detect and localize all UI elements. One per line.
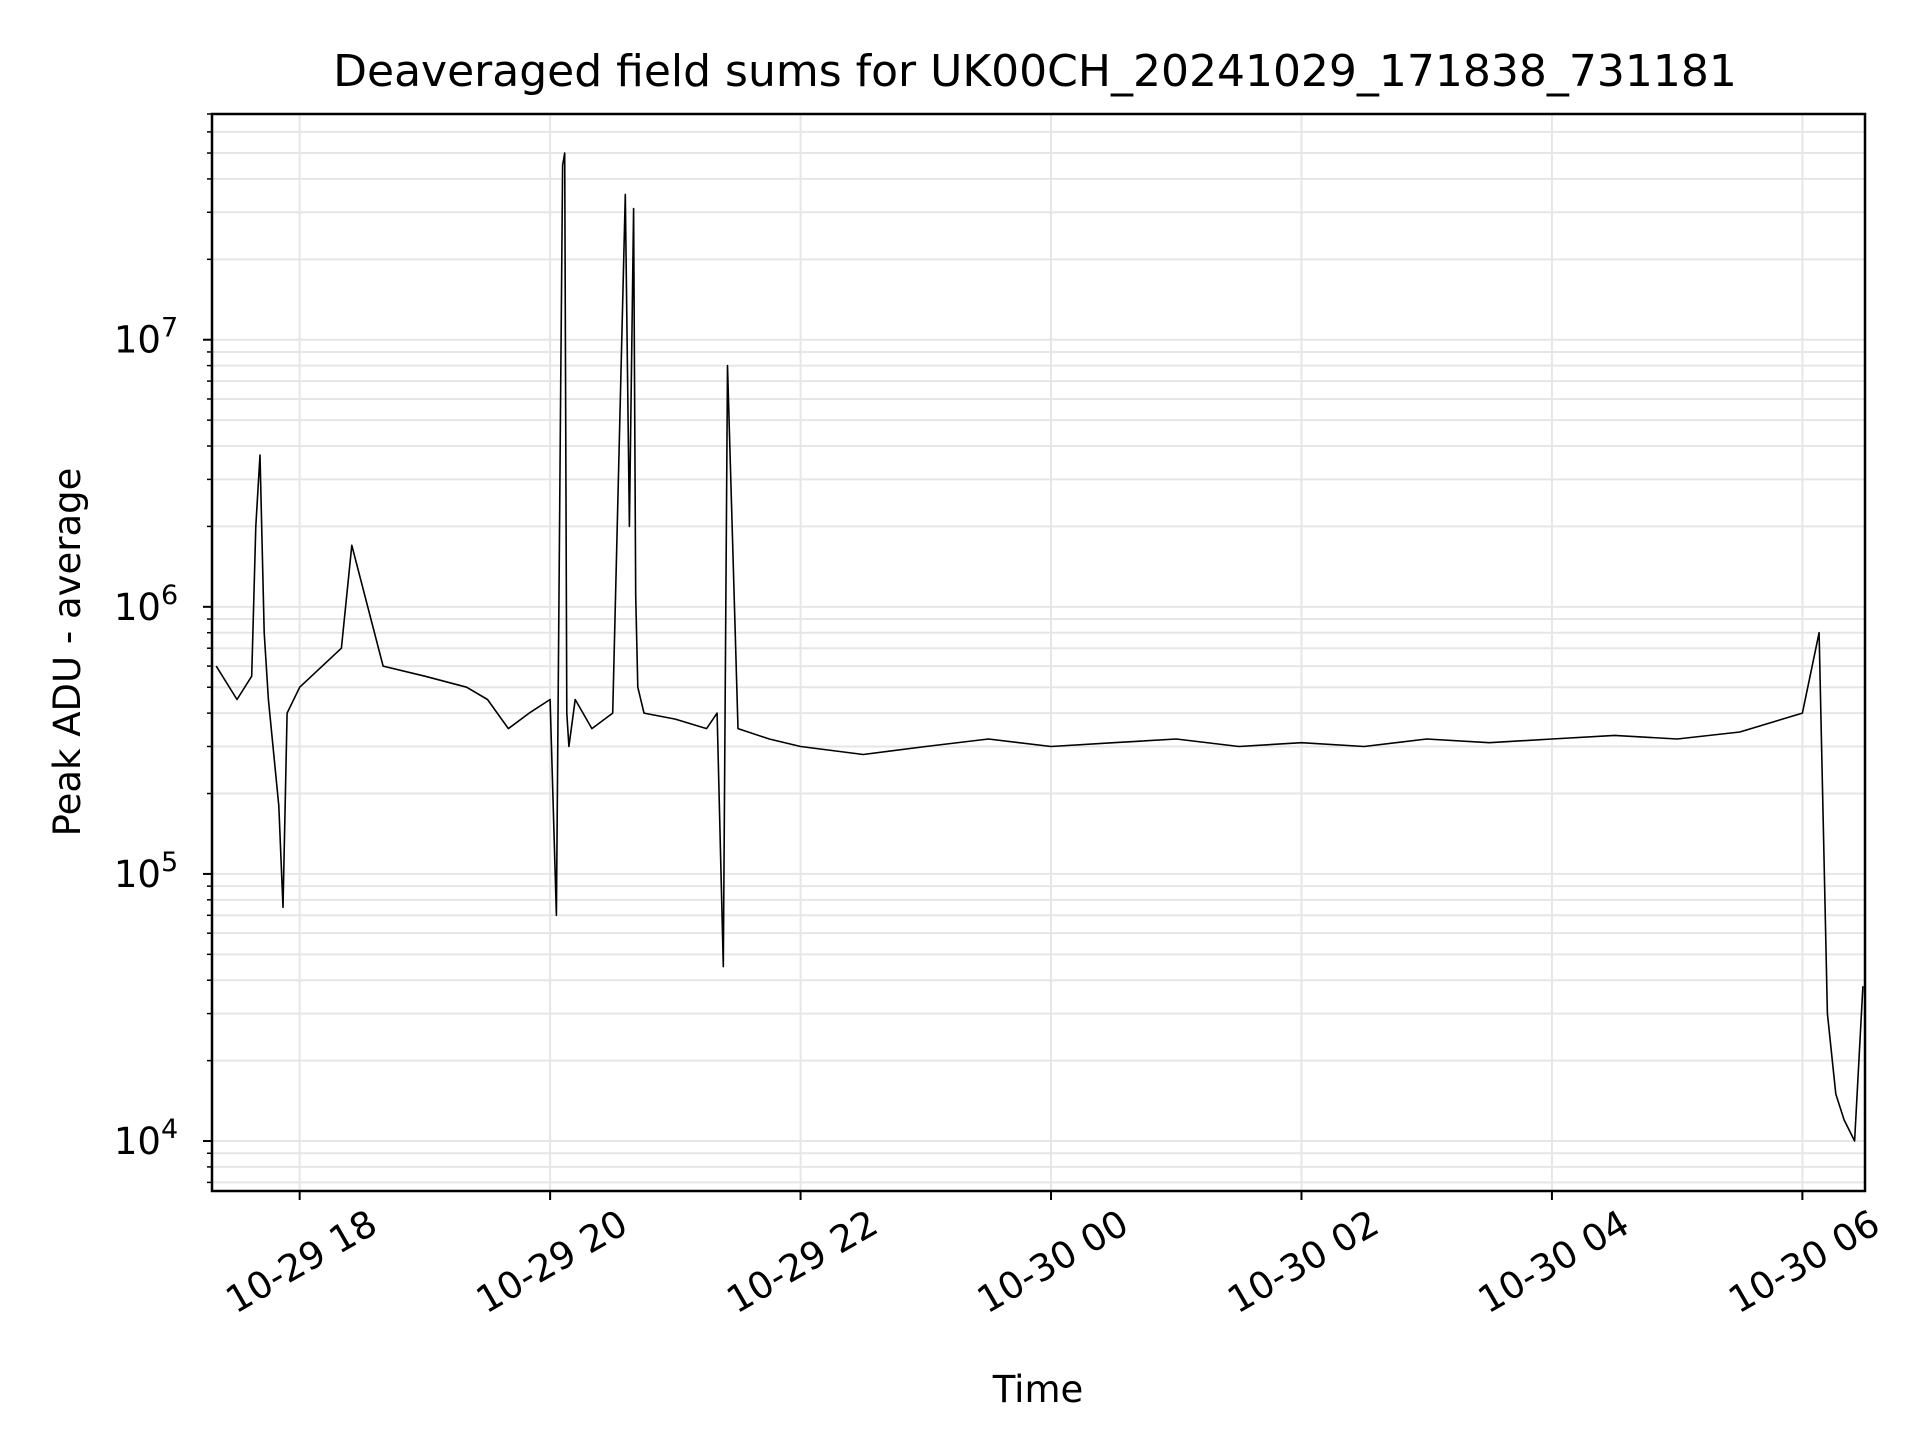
y-tick-label-exponent: 5 xyxy=(161,847,178,878)
y-tick-label-exponent: 4 xyxy=(161,1114,178,1145)
series-line xyxy=(215,152,1864,1142)
y-tick-label: 105 xyxy=(114,847,178,896)
y-tick-label: 106 xyxy=(114,580,178,629)
chart-title: Deaveraged field sums for UK00CH_2024102… xyxy=(333,46,1737,97)
y-axis-label: Peak ADU - average xyxy=(46,468,89,837)
y-tick-label-exponent: 6 xyxy=(161,580,178,611)
y-tick-label-base: 10 xyxy=(114,586,161,629)
x-axis-label: Time xyxy=(992,1368,1084,1411)
plot-frame xyxy=(210,112,1867,1193)
y-tick-label: 104 xyxy=(114,1114,178,1163)
y-tick-label-base: 10 xyxy=(114,853,161,896)
y-tick-label-base: 10 xyxy=(114,319,161,362)
y-tick-label-exponent: 7 xyxy=(161,313,178,344)
y-tick-label-base: 10 xyxy=(114,1120,161,1163)
series-layer xyxy=(215,152,1864,1142)
grid-layer xyxy=(212,113,1865,1191)
y-tick-label: 107 xyxy=(114,313,178,362)
